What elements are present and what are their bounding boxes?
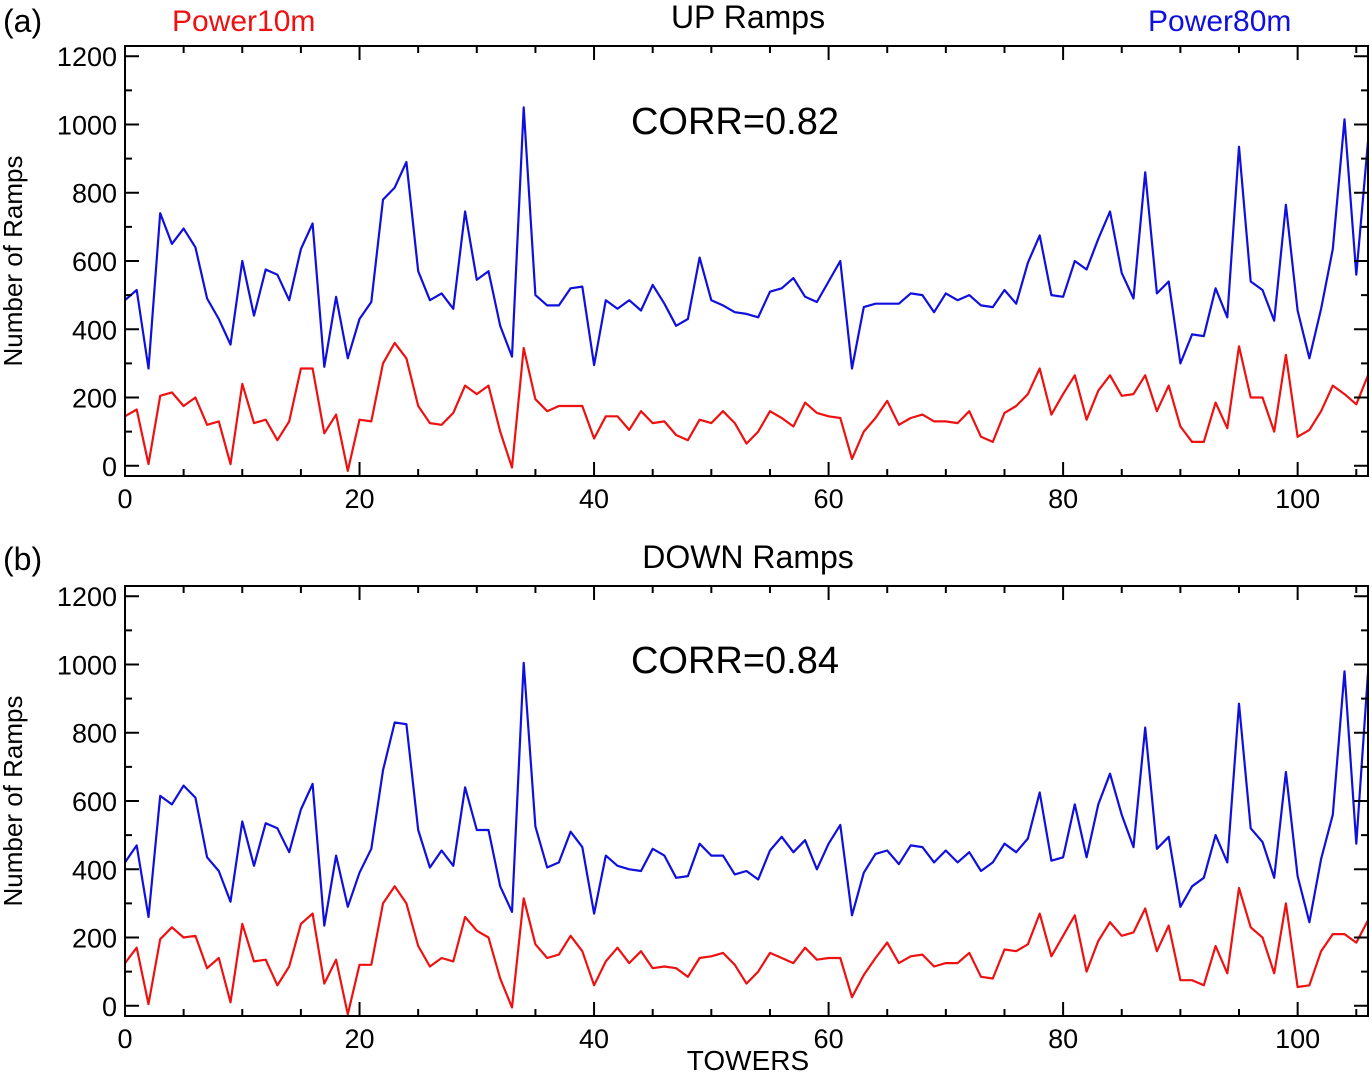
y-tick-label: 600 [72, 247, 117, 277]
series-line-power10m [124, 885, 1369, 1016]
y-tick-label: 1000 [57, 110, 117, 140]
x-tick-label: 100 [1275, 1024, 1320, 1054]
panel-title: DOWN Ramps [642, 539, 854, 575]
y-tick-label: 0 [102, 992, 117, 1022]
y-tick-label: 200 [72, 384, 117, 414]
y-axis-label: Number of Ramps [0, 156, 28, 367]
series-line-power80m [124, 661, 1370, 927]
correlation-label: CORR=0.82 [631, 101, 839, 143]
y-tick-label: 800 [72, 179, 117, 209]
x-tick-label: 100 [1275, 484, 1320, 514]
x-tick-label: 60 [814, 484, 844, 514]
y-tick-label: 800 [72, 719, 117, 749]
panel-title: UP Ramps [671, 0, 825, 35]
legend-power80m: Power80m [1148, 5, 1291, 38]
x-tick-label: 40 [579, 484, 609, 514]
series-line-power10m [124, 341, 1370, 472]
x-tick-label: 0 [117, 1024, 132, 1054]
y-tick-label: 400 [72, 315, 117, 345]
x-tick-label: 40 [579, 1024, 609, 1054]
x-tick-label: 60 [814, 1024, 844, 1054]
panel-letter: (b) [3, 541, 42, 577]
x-tick-label: 80 [1048, 1024, 1078, 1054]
x-axis-label: TOWERS [687, 1045, 809, 1074]
y-tick-label: 1200 [57, 42, 117, 72]
y-axis-label: Number of Ramps [0, 696, 28, 907]
y-tick-label: 1200 [57, 582, 117, 612]
y-tick-label: 200 [72, 924, 117, 954]
panel-down-ramps: (b) DOWN Ramps CORR=0.84 Number of Ramps 0 20… [0, 539, 1370, 1054]
y-tick-label: 0 [102, 452, 117, 482]
correlation-label: CORR=0.84 [631, 640, 839, 682]
y-tick-label: 600 [72, 787, 117, 817]
x-tick-label: 80 [1048, 484, 1078, 514]
panel-letter: (a) [3, 3, 42, 39]
x-tick-label: 20 [345, 1024, 375, 1054]
series-line-power80m [124, 106, 1370, 370]
x-tick-label: 0 [117, 484, 132, 514]
y-tick-label: 1000 [57, 650, 117, 680]
y-tick-label: 400 [72, 855, 117, 885]
x-tick-label: 20 [345, 484, 375, 514]
legend-power10m: Power10m [172, 5, 315, 38]
